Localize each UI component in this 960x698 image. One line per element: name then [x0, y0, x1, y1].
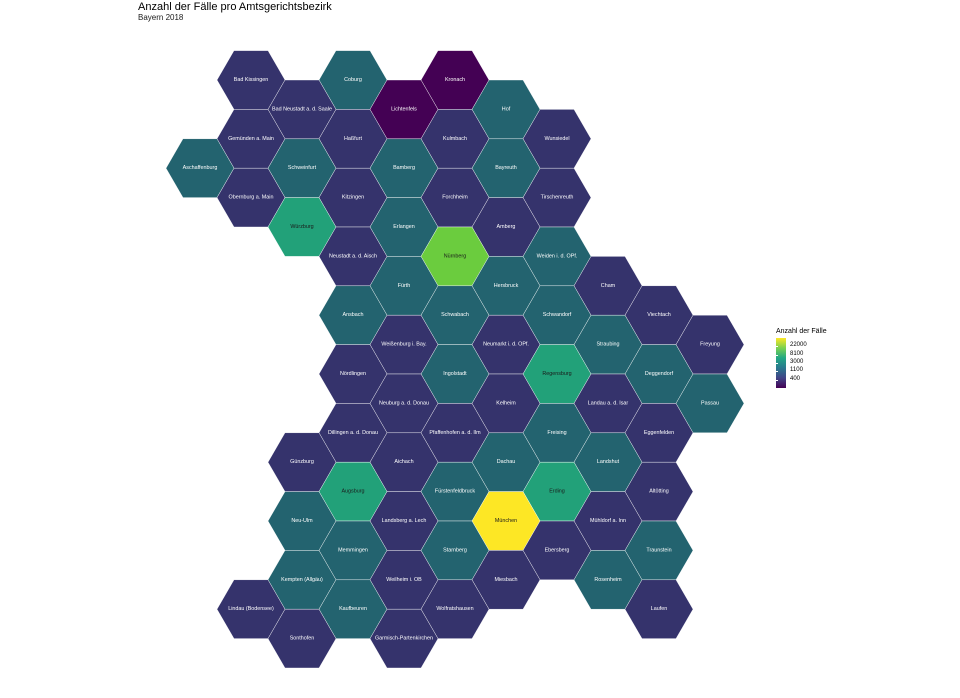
district-label: Coburg: [344, 77, 362, 83]
district-label: Nördlingen: [340, 371, 366, 377]
district-label: Ansbach: [343, 312, 364, 318]
district-label: Sonthofen: [290, 636, 315, 642]
district-label: Kronach: [445, 77, 465, 83]
district-label: Weilheim i. OB: [386, 577, 422, 583]
district-label: Aichach: [394, 459, 413, 465]
legend-tick: [776, 363, 778, 364]
district-label: Neustadt a. d. Aisch: [329, 253, 377, 259]
district-label: Eggenfelden: [644, 430, 674, 436]
map-subtitle: Bayern 2018: [138, 13, 184, 22]
district-label: Starnberg: [443, 547, 467, 553]
district-label: Fürstenfeldbruck: [435, 489, 475, 495]
district-label: Würzburg: [290, 224, 313, 230]
district-label: Lichtenfels: [391, 106, 417, 112]
district-label: Ingolstadt: [443, 371, 467, 377]
district-label: Laufen: [651, 606, 668, 612]
district-label: Neu-Ulm: [291, 518, 313, 524]
district-label: Bamberg: [393, 165, 415, 171]
district-label: Kulmbach: [443, 136, 467, 142]
district-label: Bad Kissingen: [234, 77, 268, 83]
district-label: Tirschenreuth: [541, 195, 574, 201]
district-label: Günzburg: [290, 459, 314, 465]
district-label: Nürnberg: [444, 253, 466, 259]
district-hex: [624, 579, 694, 639]
district-label: Wunsiedel: [544, 136, 569, 142]
legend-tick: [776, 371, 778, 372]
district-label: Memmingen: [338, 547, 368, 553]
district-label: Fürth: [398, 283, 411, 289]
district-label: Passau: [701, 400, 719, 406]
district-label: Wolfratshausen: [436, 606, 473, 612]
district-label: Ebersberg: [545, 547, 570, 553]
district-label: Kitzingen: [342, 195, 364, 201]
legend-label: 8100: [790, 351, 804, 357]
district-label: Weiden i. d. OPf.: [537, 253, 578, 259]
district-label: Forchheim: [442, 195, 468, 201]
district-label: Freising: [547, 430, 566, 436]
district-label: Garmisch-Partenkirchen: [375, 636, 433, 642]
legend-label: 22000: [790, 342, 807, 348]
district-label: Landsberg a. Lech: [382, 518, 427, 524]
district-hex: [267, 609, 337, 669]
district-label: Rosenheim: [594, 577, 622, 583]
district-label: Freyung: [700, 342, 720, 348]
district-label: Dachau: [497, 459, 516, 465]
district-label: Schwandorf: [543, 312, 572, 318]
district-label: Deggendorf: [645, 371, 674, 377]
district-label: München: [495, 518, 517, 524]
district-label: Haßfurt: [344, 136, 362, 142]
district-label: Amberg: [497, 224, 516, 230]
district-label: Hof: [502, 106, 511, 112]
district-label: Altötting: [649, 489, 668, 495]
district-label: Cham: [601, 283, 616, 289]
district-label: Kempten (Allgäu): [281, 577, 323, 583]
district-label: Weißenburg i. Bay.: [381, 342, 426, 348]
district-label: Schweinfurt: [288, 165, 317, 171]
district-label: Erlangen: [393, 224, 415, 230]
district-label: Landshut: [597, 459, 620, 465]
district-label: Gemünden a. Main: [228, 136, 274, 142]
map-title: Anzahl der Fälle pro Amtsgerichtsbezirk: [138, 1, 332, 13]
district-label: Neuburg a. d. Donau: [379, 400, 429, 406]
district-label: Erding: [549, 489, 565, 495]
district-label: Viechtach: [647, 312, 671, 318]
district-label: Obernburg a. Main: [229, 195, 274, 201]
district-hex: [369, 609, 439, 669]
district-label: Regensburg: [542, 371, 571, 377]
district-label: Landau a. d. Isar: [588, 400, 629, 406]
district-label: Aschaffenburg: [183, 165, 218, 171]
district-label: Augsburg: [341, 489, 364, 495]
district-label: Bad Neustadt a. d. Saale: [272, 106, 332, 112]
legend-colorbar: [776, 338, 786, 388]
legend-title: Anzahl der Fälle: [776, 328, 827, 335]
district-label: Dillingen a. d. Donau: [328, 430, 378, 436]
legend-label: 400: [790, 376, 801, 382]
legend-tick: [776, 346, 778, 347]
district-label: Lindau (Bodensee): [228, 606, 274, 612]
legend-tick: [776, 380, 778, 381]
district-label: Schwabach: [441, 312, 469, 318]
district-label: Bayreuth: [495, 165, 517, 171]
district-label: Traunstein: [646, 547, 671, 553]
legend-label: 1100: [790, 367, 803, 373]
district-label: Kelheim: [496, 400, 516, 406]
district-label: Mühldorf a. Inn: [590, 518, 626, 524]
district-label: Kaufbeuren: [339, 606, 367, 612]
district-label: Neumarkt i. d. OPf.: [483, 342, 529, 348]
legend-tick: [776, 355, 778, 356]
district-label: Miesbach: [494, 577, 517, 583]
district-label: Hersbruck: [494, 283, 519, 289]
district-label: Pfaffenhofen a. d. Ilm: [429, 430, 481, 436]
legend-label: 3000: [790, 359, 804, 365]
district-label: Straubing: [596, 342, 619, 348]
